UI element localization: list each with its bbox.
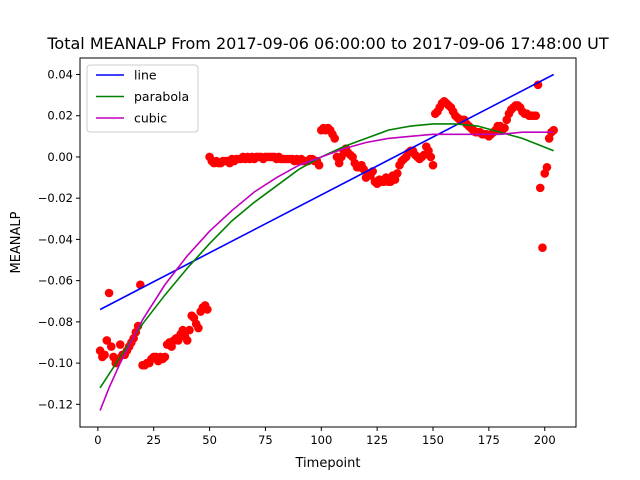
scatter-point: [426, 152, 436, 162]
y-tick-label: −0.10: [38, 356, 73, 370]
legend-label-cubic: cubic: [134, 111, 167, 126]
x-tick-label: 200: [534, 433, 556, 447]
legend-label-line: line: [134, 68, 157, 83]
scatter-point: [542, 162, 552, 172]
scatter-point: [549, 125, 558, 135]
legend-label-parabola: parabola: [134, 89, 189, 104]
scatter-point: [538, 243, 547, 252]
scatter-point: [102, 336, 112, 345]
scatter-point: [535, 183, 545, 193]
y-tick-label: −0.04: [38, 232, 73, 246]
y-tick-label: −0.06: [38, 274, 73, 288]
y-tick-label: 0.02: [47, 109, 73, 123]
x-tick-label: 125: [366, 433, 388, 447]
scatter-point: [194, 323, 203, 333]
x-tick-label: 100: [310, 433, 332, 447]
scatter-point: [100, 350, 109, 360]
x-tick-label: 0: [94, 433, 101, 447]
scatter-point: [428, 160, 438, 170]
y-tick-label: −0.08: [38, 315, 73, 329]
y-tick-label: 0.04: [47, 67, 73, 81]
x-axis-label: Timepoint: [295, 456, 361, 471]
scatter-point: [392, 169, 402, 178]
scatter-point: [182, 336, 192, 345]
scatter-point: [314, 160, 324, 170]
x-tick-label: 175: [478, 433, 500, 447]
scatter-point: [533, 80, 543, 90]
scatter-point: [330, 134, 340, 143]
scatter-point: [500, 123, 509, 133]
y-axis: −0.12 −0.10 −0.08 −0.06 −0.04 −0.02 0.00 0.02 0.…: [38, 67, 80, 411]
scatter-point: [106, 342, 116, 351]
scatter-point: [115, 340, 125, 349]
series-line-cubic: [99, 131, 554, 411]
x-axis: 0 25 50 75 100 125 150 175 200: [94, 427, 556, 447]
y-axis-label: MEANALP: [9, 211, 24, 273]
x-tick-label: 25: [146, 433, 161, 447]
scatter-point: [185, 325, 194, 335]
plot-frame: [79, 57, 577, 428]
scatter-point: [160, 352, 170, 362]
scatter-point: [203, 305, 212, 314]
legend: line parabola cubic: [86, 64, 199, 133]
x-tick-label: 75: [258, 433, 273, 447]
y-tick-label: 0.00: [47, 150, 73, 164]
x-tick-label: 150: [422, 433, 444, 447]
x-tick-label: 50: [202, 433, 217, 447]
scatter-point: [531, 111, 541, 121]
lines-layer: [99, 73, 555, 411]
scatter-point: [104, 288, 114, 298]
chart-title: Total MEANALP From 2017-09-06 06:00:00 t…: [46, 34, 608, 53]
y-tick-label: −0.02: [38, 191, 73, 205]
legend-box: [86, 64, 199, 133]
y-tick-label: −0.12: [38, 397, 73, 411]
